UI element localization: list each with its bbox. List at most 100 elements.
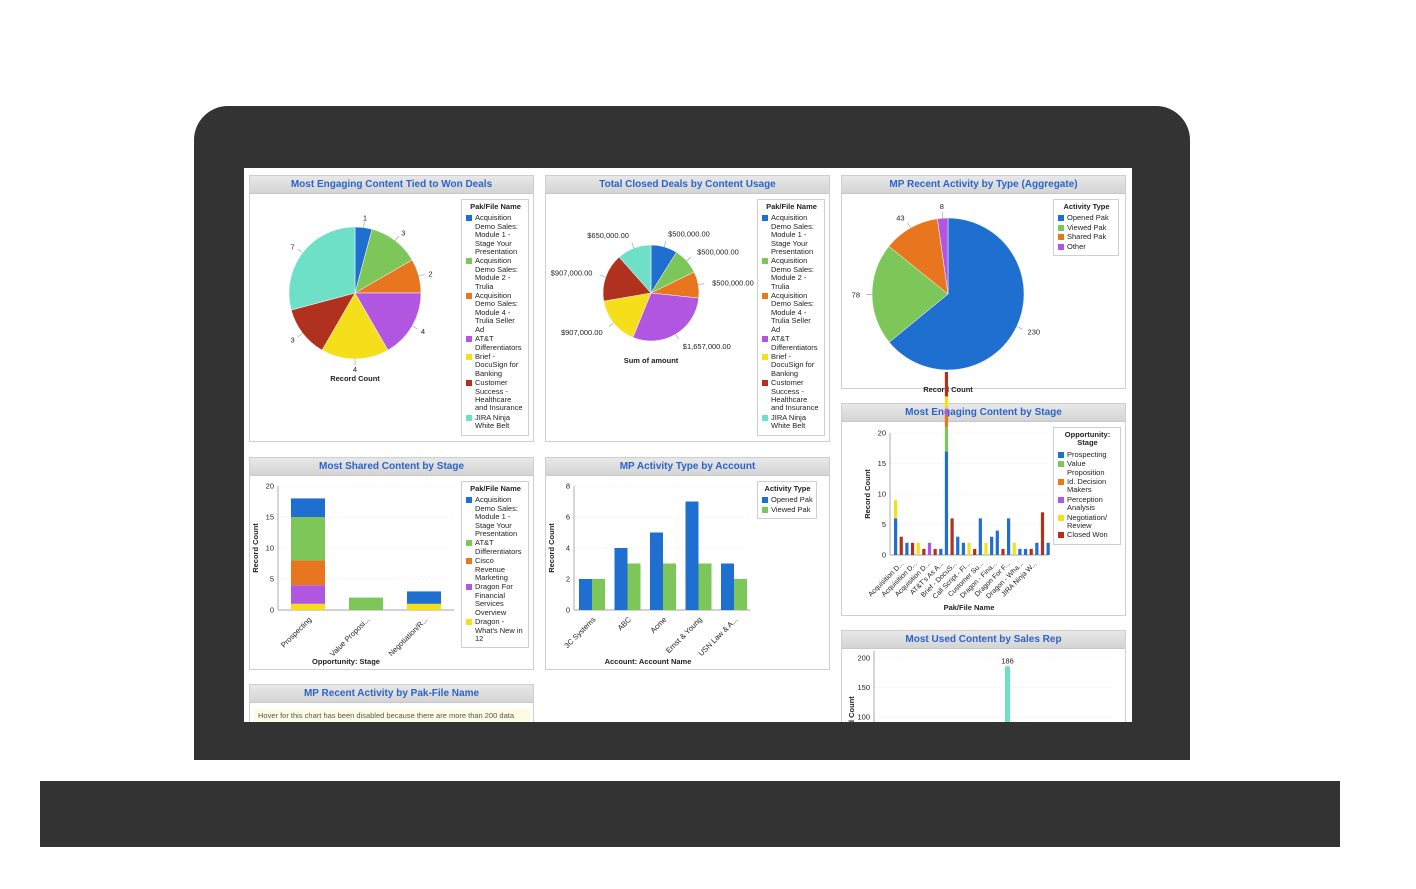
bar-segment <box>944 396 949 409</box>
legend-swatch <box>762 497 768 504</box>
legend-swatch <box>762 380 768 387</box>
bar <box>1005 666 1010 722</box>
leader-line <box>663 241 667 247</box>
legend-title: Activity Type <box>764 484 811 493</box>
bar-segment <box>944 408 949 415</box>
panel-title: Total Closed Deals by Content Usage <box>546 176 829 194</box>
axis-title: Opportunity: Stage <box>312 657 380 666</box>
bar-segment <box>349 597 383 610</box>
bar-segment <box>291 585 325 604</box>
y-tick-label: 15 <box>878 459 886 468</box>
pie-slice <box>888 217 1025 371</box>
data-label: 7 <box>291 243 295 252</box>
bar <box>734 579 747 610</box>
bar-segment <box>905 542 909 555</box>
bar-segment <box>1001 548 1005 555</box>
data-label: 3 <box>401 229 405 238</box>
legend-label: Id. Decision Makers <box>1067 477 1107 495</box>
legend-item: Brief - DocuSign for Banking <box>466 352 525 378</box>
legend-label: Value Proposition <box>1067 459 1105 477</box>
legend-item: Customer Success - Healthcare and Insura… <box>466 378 525 413</box>
panel-recent-pak: MP Recent Activity by Pak-File Name Hove… <box>249 684 534 722</box>
leader-line <box>675 334 679 340</box>
legend-swatch <box>1058 215 1064 222</box>
panel-engaging-stage: Most Engaging Content by Stage 0 5 10 15 20 R… <box>841 372 1126 616</box>
y-tick-label: 15 <box>266 513 274 522</box>
data-label: $907,000.00 <box>561 328 603 337</box>
legend-label: AT&T Differentiators <box>475 334 522 352</box>
legend-label: Acquisition Demo Sales: Module 2 - Truli… <box>771 256 814 291</box>
legend-item: Dragon - What's New in 12 <box>466 617 525 643</box>
bar-segment <box>967 542 971 555</box>
bar-segment <box>291 603 325 610</box>
y-tick-label: 4 <box>566 544 570 553</box>
bar-segment <box>956 536 960 555</box>
pie-slice <box>871 245 949 343</box>
legend-swatch <box>466 584 472 591</box>
bar-segment <box>1040 512 1045 555</box>
axis-title: Pak/File Name <box>944 603 995 612</box>
bar-segment <box>916 542 920 555</box>
bar-segment <box>910 542 915 555</box>
legend-swatch <box>1058 224 1064 231</box>
bar-segment <box>291 560 325 586</box>
leader-line <box>418 274 425 277</box>
bar-segment <box>894 500 898 519</box>
bar-segment <box>1029 548 1033 555</box>
leader-line <box>686 256 692 262</box>
legend-swatch <box>466 497 472 504</box>
legend-item: JIRA Ninja White Belt <box>466 412 525 431</box>
legend-label: Customer Success - Healthcare and Insura… <box>475 378 523 413</box>
legend-label: JIRA Ninja White Belt <box>771 412 807 431</box>
y-tick-label: 0 <box>270 606 274 615</box>
legend-label: Viewed Pak <box>1067 222 1107 232</box>
bar-segment <box>927 542 932 555</box>
legend-item: Dragon For Financial Services Overview <box>466 583 525 617</box>
bar-segment <box>973 548 977 555</box>
pie-chart-won-deals: 1 3 2 4 4 3 7 Record Count <box>288 214 433 383</box>
legend-label: Acquisition Demo Sales: Module 4 - Truli… <box>771 291 814 334</box>
legend-swatch <box>466 336 472 343</box>
y-tick-label: 10 <box>266 544 274 553</box>
legend-label: Shared Pak <box>1067 232 1107 242</box>
legend-title: Activity Type <box>1063 202 1110 211</box>
data-label: 4 <box>353 365 357 374</box>
legend-item: Cisco Revenue Marketing <box>466 557 525 582</box>
pie-slice <box>618 244 652 294</box>
bar-segment <box>950 518 954 555</box>
data-label: 1 <box>363 214 367 223</box>
axis-title: Record Count <box>251 523 260 573</box>
legend-swatch <box>466 414 472 421</box>
legend-swatch <box>1058 479 1064 486</box>
legend-label: Acquisition Demo Sales: Module 1 - Stage… <box>475 495 518 539</box>
x-tick-label: ABC <box>616 615 634 633</box>
leader-line <box>1016 326 1023 330</box>
panel-used-sales-rep: Most Used Content by Sales Rep 100 150 200… <box>841 630 1126 722</box>
bar <box>592 579 605 610</box>
bar <box>663 563 676 610</box>
pie-chart-closed-deals: $500,000.00 $500,000.00 $500,000.00 $1,657,… <box>551 229 754 365</box>
bar-segment <box>407 603 441 610</box>
bar-chart-sales-rep: 100 150 200 Record Count 186 <box>847 651 1112 722</box>
bar-segment <box>944 426 949 452</box>
x-tick-label: 3C Systems <box>562 615 597 650</box>
y-tick-label: 6 <box>566 513 570 522</box>
legend-label: AT&T Differentiators <box>771 334 818 352</box>
bar <box>650 532 663 610</box>
y-tick-label: 20 <box>878 429 886 438</box>
pie-slice <box>632 292 700 342</box>
panel-won-deals: Most Engaging Content Tied to Won Deals … <box>249 175 534 442</box>
legend-label: JIRA Ninja White Belt <box>475 412 511 431</box>
data-label: 2 <box>428 269 432 278</box>
legend-swatch <box>762 414 768 421</box>
legend-title: Pak/File Name <box>766 202 817 211</box>
bar-segment <box>899 536 903 555</box>
legend-label: Acquisition Demo Sales: Module 4 - Truli… <box>475 291 518 334</box>
legend-closed-deals: Pak/File Name Acquisition Demo Sales: Mod… <box>757 199 825 436</box>
bar-segment <box>944 414 949 427</box>
data-label: 186 <box>1001 656 1014 665</box>
axis-title: Record Count <box>330 374 380 383</box>
legend-activity-account: Activity Type Opened Pak Viewed Pak <box>757 481 817 520</box>
